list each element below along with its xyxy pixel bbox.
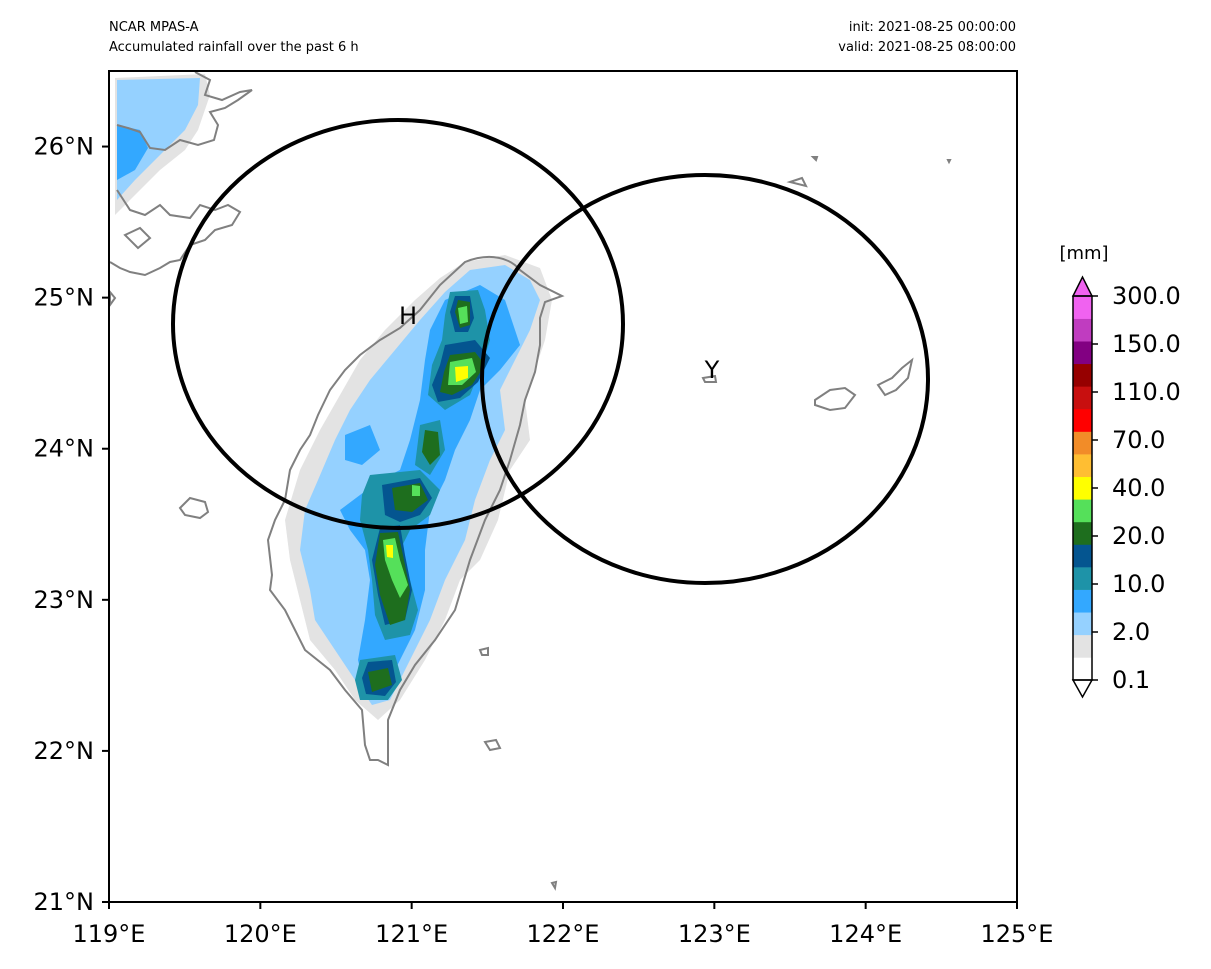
x-tick-label: 120°E bbox=[224, 920, 297, 948]
field-description: Accumulated rainfall over the past 6 h bbox=[109, 40, 359, 55]
colorbar-block bbox=[1073, 567, 1092, 590]
colorbar-block bbox=[1073, 521, 1092, 545]
island-nw-2 bbox=[109, 289, 117, 309]
colorbar-tick-label: 40.0 bbox=[1112, 474, 1165, 502]
islet-south bbox=[550, 880, 558, 891]
colorbar-blocks bbox=[1071, 275, 1094, 699]
colorbar-block bbox=[1073, 454, 1092, 478]
colorbar-block bbox=[1073, 476, 1092, 500]
y-tick-label: 26°N bbox=[34, 133, 95, 161]
colorbar-tick-label: 110.0 bbox=[1112, 378, 1181, 406]
y-tick-label: 25°N bbox=[34, 284, 95, 312]
penghu-islands bbox=[178, 496, 210, 520]
colorbar-labels: 0.1 2.0 10.0 20.0 40.0 70.0 110.0 150.0 300.0 bbox=[1092, 282, 1181, 694]
map-frame bbox=[108, 70, 1018, 903]
x-tick-label: 121°E bbox=[375, 920, 448, 948]
y-tick-label: 24°N bbox=[34, 435, 95, 463]
init-time: init: 2021-08-25 00:00:00 bbox=[848, 20, 1016, 35]
ishigaki-island bbox=[814, 386, 857, 412]
colorbar-block bbox=[1073, 499, 1092, 523]
y-tick-label: 23°N bbox=[34, 586, 95, 614]
x-tick-label: 122°E bbox=[527, 920, 600, 948]
colorbar-unit: [mm] bbox=[1059, 243, 1108, 264]
miyako-island bbox=[876, 357, 914, 397]
colorbar-block bbox=[1073, 634, 1092, 658]
map-header-right: init: 2021-08-25 00:00:00 valid: 2021-08… bbox=[838, 18, 1016, 58]
x-tick-label: 119°E bbox=[73, 920, 146, 948]
y-tick-label: 21°N bbox=[34, 888, 95, 916]
valid-time: valid: 2021-08-25 08:00:00 bbox=[838, 40, 1016, 55]
colorbar-block bbox=[1073, 612, 1092, 636]
colorbar-extend-high bbox=[1071, 275, 1094, 297]
colorbar-tick-label: 150.0 bbox=[1112, 330, 1181, 358]
senkaku-islet bbox=[810, 156, 819, 162]
colorbar: [mm] 0.1 2.0 10.0 20.0 40.0 70.0 110.0 150.0 300… bbox=[1059, 243, 1181, 699]
taiwan-coastline bbox=[266, 255, 565, 767]
x-tick-label: 125°E bbox=[981, 920, 1054, 948]
colorbar-tick-label: 10.0 bbox=[1112, 570, 1165, 598]
colorbar-block bbox=[1073, 318, 1092, 342]
circle-label-h: H bbox=[399, 302, 417, 330]
islet bbox=[946, 159, 952, 165]
senkaku-island bbox=[786, 176, 808, 188]
china-coastline-fujian bbox=[109, 189, 242, 277]
x-axis: 119°E 120°E 121°E 122°E 123°E 124°E 125°E bbox=[73, 902, 1054, 948]
colorbar-block bbox=[1073, 431, 1092, 455]
x-tick-label: 124°E bbox=[829, 920, 902, 948]
coastlines bbox=[109, 71, 952, 891]
colorbar-tick-label: 300.0 bbox=[1112, 282, 1181, 310]
circle-label-y: Y bbox=[704, 356, 720, 384]
colorbar-tick-label: 0.1 bbox=[1112, 666, 1150, 694]
model-name: NCAR MPAS-A bbox=[109, 20, 199, 35]
colorbar-block bbox=[1073, 544, 1092, 568]
range-circles bbox=[171, 118, 930, 585]
china-coastline-north bbox=[116, 71, 253, 152]
colorbar-block bbox=[1073, 589, 1092, 613]
island-nw-1 bbox=[123, 226, 152, 250]
range-circle-y bbox=[480, 173, 930, 585]
colorbar-tick-label: 2.0 bbox=[1112, 618, 1150, 646]
green-island bbox=[478, 646, 489, 656]
colorbar-extend-low bbox=[1071, 679, 1094, 699]
y-axis: 21°N 22°N 23°N 24°N 25°N 26°N bbox=[34, 133, 109, 916]
colorbar-tick-label: 20.0 bbox=[1112, 522, 1165, 550]
colorbar-block bbox=[1073, 296, 1092, 319]
orchid-island bbox=[483, 738, 502, 752]
colorbar-block bbox=[1073, 657, 1092, 681]
yonaguni-island bbox=[701, 374, 718, 383]
rainfall-field-north bbox=[115, 74, 210, 215]
colorbar-block bbox=[1073, 408, 1092, 432]
y-tick-label: 22°N bbox=[34, 737, 95, 765]
map-area: H Y bbox=[109, 71, 952, 891]
colorbar-block bbox=[1073, 341, 1092, 365]
map-header-left: NCAR MPAS-A Accumulated rainfall over th… bbox=[109, 18, 359, 58]
colorbar-block bbox=[1073, 386, 1092, 410]
rainfall-field-taiwan bbox=[285, 255, 552, 720]
range-circle-h bbox=[171, 118, 625, 530]
colorbar-tick-label: 70.0 bbox=[1112, 426, 1165, 454]
colorbar-block bbox=[1073, 363, 1092, 387]
x-tick-label: 123°E bbox=[678, 920, 751, 948]
